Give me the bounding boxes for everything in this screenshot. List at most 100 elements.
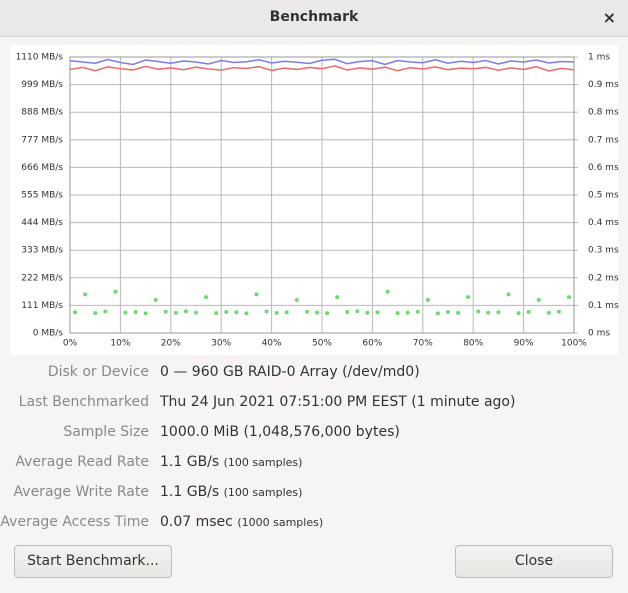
close-icon[interactable]: × xyxy=(602,8,616,27)
y-tick-label: 999 MB/s xyxy=(21,80,63,90)
info-value: 0.07 msec xyxy=(160,514,233,530)
y2-tick-label: 0 ms xyxy=(588,329,610,339)
rate-line xyxy=(69,58,575,66)
x-tick-label: 80% xyxy=(463,339,483,349)
access-point xyxy=(254,292,259,297)
access-point xyxy=(113,289,118,294)
dialog-title: Benchmark xyxy=(269,9,359,25)
chart-background xyxy=(10,45,618,355)
x-tick-label: 20% xyxy=(161,339,181,349)
y-tick-label: 555 MB/s xyxy=(21,191,63,201)
access-point xyxy=(526,310,531,315)
access-point xyxy=(325,311,330,316)
info-label: Sample Size xyxy=(63,424,149,440)
info-value: 1.1 GB/s xyxy=(160,484,220,500)
access-point xyxy=(294,297,299,302)
access-point xyxy=(516,311,521,316)
y2-tick-label: 0.3 ms xyxy=(588,246,619,256)
info-label: Average Access Time xyxy=(0,514,149,530)
info-value: 0 — 960 GB RAID-0 Array (/dev/md0) xyxy=(160,364,420,380)
y2-tick-label: 0.1 ms xyxy=(588,301,619,311)
access-point xyxy=(173,310,178,315)
access-point xyxy=(415,309,420,314)
access-point xyxy=(153,297,158,302)
access-point xyxy=(103,309,108,314)
access-point xyxy=(214,311,219,316)
y-tick-label: 777 MB/s xyxy=(21,135,63,145)
access-point xyxy=(304,309,309,314)
info-value: 1000.0 MiB (1,048,576,000 bytes) xyxy=(160,424,400,440)
access-point xyxy=(284,310,289,315)
access-point xyxy=(83,292,88,297)
access-point xyxy=(183,309,188,314)
access-point xyxy=(536,297,541,302)
info-row: Average Write Rate 1.1 GB/s (100 samples) xyxy=(0,484,628,504)
info-value-group: 0 — 960 GB RAID-0 Array (/dev/md0) xyxy=(160,364,420,380)
access-point xyxy=(446,310,450,315)
titlebar: Benchmark × xyxy=(0,0,628,37)
info-row: Sample Size 1000.0 MiB (1,048,576,000 byt… xyxy=(0,424,628,444)
access-point xyxy=(496,310,501,315)
access-point xyxy=(264,309,269,314)
start-benchmark-button[interactable]: Start Benchmark... xyxy=(14,545,172,578)
access-point xyxy=(546,310,551,315)
x-tick-label: 10% xyxy=(110,339,130,349)
chart: 0 MB/s 111 MB/s 222 MB/s 333 MB/s 444 MB/s 55… xyxy=(10,45,619,355)
access-point xyxy=(425,297,430,302)
y-tick-label: 333 MB/s xyxy=(21,246,63,256)
access-point xyxy=(274,310,279,315)
y-tick-label: 1110 MB/s xyxy=(16,53,64,63)
plot-border xyxy=(69,56,575,334)
x-tick-label: 100% xyxy=(561,339,587,349)
info-value: 1.1 GB/s xyxy=(160,454,220,470)
y2-tick-label: 0.8 ms xyxy=(588,108,619,118)
access-point xyxy=(123,310,128,315)
info-row: Average Read Rate 1.1 GB/s (100 samples) xyxy=(0,454,628,474)
info-row: Last Benchmarked Thu 24 Jun 2021 07:51:00… xyxy=(0,394,628,414)
info-value-group: Thu 24 Jun 2021 07:51:00 PM EEST (1 minu… xyxy=(160,394,515,410)
access-point xyxy=(314,310,319,315)
x-tick-label: 0% xyxy=(63,339,78,349)
access-point xyxy=(556,309,561,314)
rate-line xyxy=(69,65,575,72)
access-point xyxy=(73,310,78,315)
y-tick-label: 111 MB/s xyxy=(21,301,63,311)
y2-tick-label: 1 ms xyxy=(588,53,610,63)
y2-tick-label: 0.5 ms xyxy=(588,191,619,201)
access-point xyxy=(204,295,209,300)
info-value: Thu 24 Jun 2021 07:51:00 PM EEST (1 minu… xyxy=(160,394,516,410)
access-point xyxy=(133,310,138,315)
access-point xyxy=(345,310,350,315)
y2-tick-label: 0.9 ms xyxy=(588,80,619,90)
x-tick-label: 30% xyxy=(211,339,231,349)
y-tick-label: 222 MB/s xyxy=(21,273,63,283)
access-point xyxy=(93,311,98,316)
y-tick-label: 0 MB/s xyxy=(33,329,64,339)
x-tick-label: 70% xyxy=(413,339,433,349)
x-tick-label: 50% xyxy=(312,339,332,349)
access-point xyxy=(224,310,229,315)
access-point xyxy=(435,311,440,316)
y-tick-label: 888 MB/s xyxy=(21,108,63,118)
access-point xyxy=(234,310,239,315)
x-tick-label: 40% xyxy=(262,339,282,349)
y2-tick-label: 0.7 ms xyxy=(588,135,619,145)
close-button[interactable]: Close xyxy=(455,545,613,578)
access-point xyxy=(566,295,571,300)
access-point xyxy=(476,309,481,314)
info-note: (100 samples) xyxy=(223,486,303,499)
access-point xyxy=(385,289,390,294)
access-point xyxy=(375,310,380,315)
info-label: Last Benchmarked xyxy=(18,394,149,410)
info-label: Disk or Device xyxy=(47,364,149,380)
info-row: Average Access Time 0.07 msec (1000 sampl… xyxy=(0,514,628,534)
x-tick-label: 60% xyxy=(362,339,382,349)
info-note: (100 samples) xyxy=(223,456,303,469)
y-tick-label: 666 MB/s xyxy=(21,163,63,173)
access-point xyxy=(395,311,400,316)
access-point xyxy=(466,295,471,300)
access-point xyxy=(335,295,340,300)
access-point xyxy=(365,310,370,315)
info-row: Disk or Device 0 — 960 GB RAID-0 Array (/… xyxy=(0,364,628,384)
